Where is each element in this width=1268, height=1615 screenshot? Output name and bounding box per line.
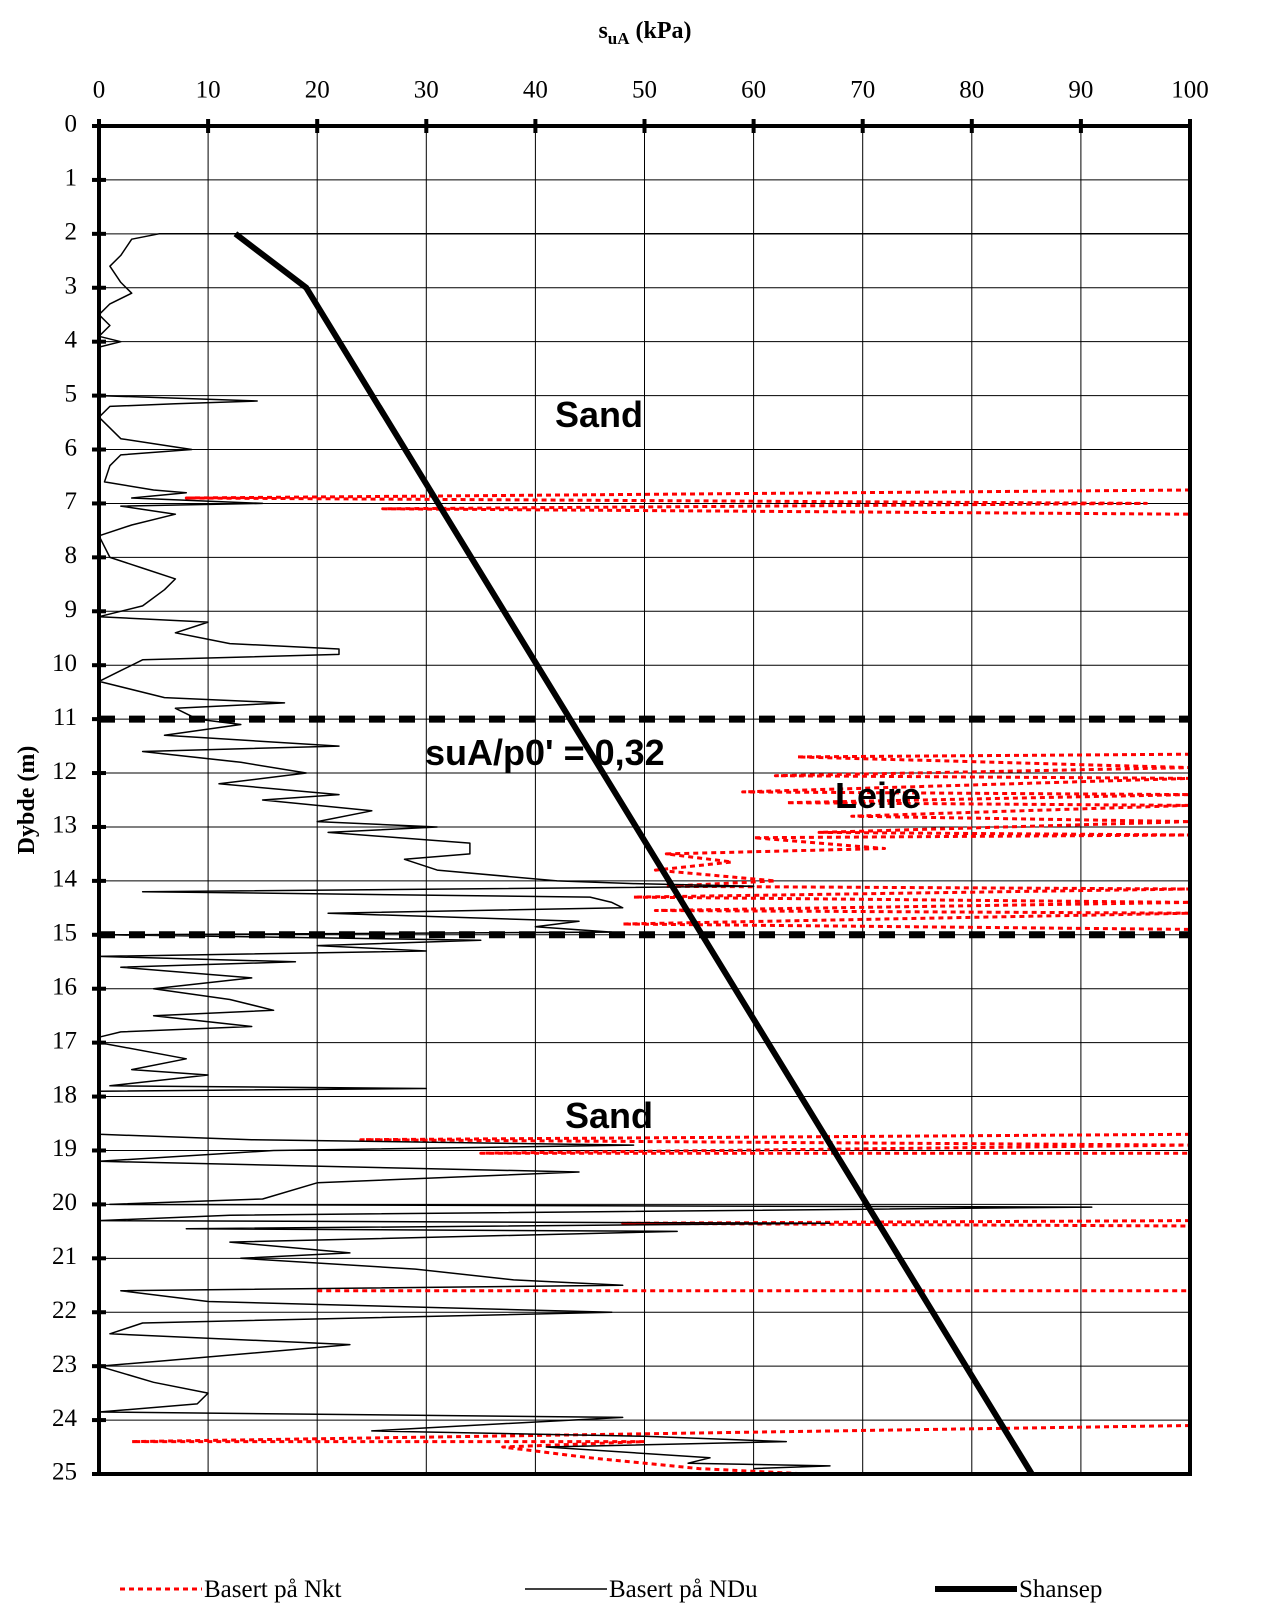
y-axis-label: Dybde (m) [14,746,40,855]
legend-label: Basert på Nkt [204,1576,342,1603]
y-tick-label: 3 [65,272,78,299]
y-tick-label: 11 [53,704,77,731]
y-tick-label: 7 [65,488,78,515]
x-tick-label: 30 [414,77,439,104]
x-axis-label: suA (kPa) [598,18,691,48]
annotation: suA/p0' = 0,32 [425,732,665,773]
series-line [233,231,1035,1476]
y-tick-label: 5 [65,380,78,407]
x-tick-label: 0 [93,77,106,104]
y-tick-label: 0 [65,111,78,138]
y-tick-label: 16 [52,973,77,1000]
x-tick-label: 70 [850,77,875,104]
y-tick-label: 4 [65,326,78,353]
x-tick-label: 10 [196,77,221,104]
series-line [98,233,1190,1470]
annotation: Sand [555,394,643,435]
x-label-unit: (kPa) [636,18,692,44]
x-tick-label: 40 [523,77,548,104]
legend-label: Shansep [1019,1576,1102,1603]
y-tick-label: 24 [52,1405,78,1432]
x-tick-label: 90 [1068,77,1093,104]
x-tick-label: 20 [305,77,330,104]
series-line [184,488,1191,516]
y-tick-label: 1 [65,165,78,192]
y-tick-label: 9 [65,596,78,623]
legend-label: Basert på NDu [609,1576,758,1603]
y-tick-label: 20 [52,1189,77,1216]
y-tick-label: 8 [65,542,78,569]
x-tick-label: 100 [1171,77,1209,104]
y-tick-label: 19 [52,1135,77,1162]
y-tick-label: 6 [65,434,78,461]
y-tick-label: 12 [52,758,77,785]
y-tick-label: 25 [52,1459,77,1486]
series-line [621,752,1192,931]
y-tick-label: 13 [52,812,77,839]
y-tick-label: 21 [52,1243,77,1270]
plot-frame [97,124,1192,1476]
x-label-sub: uA [608,29,630,48]
y-tick-label: 18 [52,1081,77,1108]
x-tick-label: 50 [632,77,657,104]
annotation: Leire [835,775,921,816]
annotation: Sand [565,1095,653,1136]
y-tick-label: 14 [52,866,78,893]
series-line [621,1219,1191,1228]
y-tick-label: 2 [65,219,78,246]
y-tick-label: 17 [52,1027,77,1054]
x-label-main: s [598,18,607,44]
x-tick-label: 80 [959,77,984,104]
y-tick-label: 23 [52,1351,77,1378]
y-tick-label: 22 [52,1297,77,1324]
x-tick-label: 60 [741,77,766,104]
y-tick-label: 10 [52,650,77,677]
series-line [130,1424,1191,1476]
y-tick-label: 15 [52,920,77,947]
